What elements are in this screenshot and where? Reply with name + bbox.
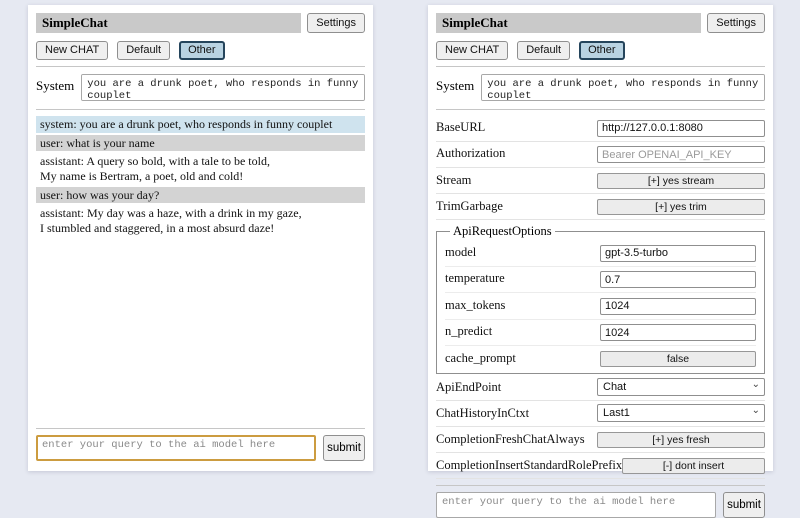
stream-toggle-button[interactable]: [+] yes stream bbox=[597, 173, 765, 189]
n-predict-label: n_predict bbox=[445, 324, 493, 339]
chat-panel-header: SimpleChat Settings bbox=[36, 13, 365, 33]
chat-message-user: user: what is your name bbox=[36, 134, 365, 152]
app-title: SimpleChat bbox=[436, 13, 702, 33]
divider bbox=[436, 109, 765, 110]
trimgarbage-toggle-button[interactable]: [+] yes trim bbox=[597, 199, 765, 215]
chathistoryinctxt-select[interactable]: Last1 ⌄ bbox=[597, 404, 765, 422]
session-tab-default[interactable]: Default bbox=[517, 41, 571, 60]
divider bbox=[36, 428, 365, 429]
chevron-down-icon: ⌄ bbox=[751, 379, 760, 390]
query-row: submit bbox=[436, 492, 765, 518]
completionfreshchatalways-label: CompletionFreshChatAlways bbox=[436, 431, 585, 446]
chevron-down-icon: ⌄ bbox=[751, 405, 760, 416]
temperature-label: temperature bbox=[445, 271, 505, 286]
completioninsertstandardroleprefix-toggle-button[interactable]: [-] dont insert bbox=[622, 458, 765, 474]
system-prompt-input[interactable]: you are a drunk poet, who responds in fu… bbox=[481, 74, 765, 101]
setting-row-model: model bbox=[445, 240, 756, 267]
app-title: SimpleChat bbox=[36, 13, 302, 33]
settings-button[interactable]: Settings bbox=[707, 13, 765, 33]
divider bbox=[36, 66, 365, 67]
system-prompt-input[interactable]: you are a drunk poet, who responds in fu… bbox=[81, 74, 365, 101]
completioninsertstandardroleprefix-label: CompletionInsertStandardRolePrefix bbox=[436, 457, 623, 472]
trimgarbage-label: TrimGarbage bbox=[436, 198, 503, 213]
temperature-input[interactable] bbox=[600, 271, 756, 288]
submit-button[interactable]: submit bbox=[323, 435, 365, 461]
query-row: submit bbox=[36, 435, 365, 461]
empty-space bbox=[36, 238, 365, 422]
settings-panel: SimpleChat Settings New CHAT Default Oth… bbox=[428, 5, 773, 518]
apiendpoint-label: ApiEndPoint bbox=[436, 379, 502, 394]
system-prompt-row: System you are a drunk poet, who respond… bbox=[36, 74, 365, 101]
api-request-options-group: ApiRequestOptions model temperature max_… bbox=[436, 224, 765, 374]
session-tab-default[interactable]: Default bbox=[117, 41, 171, 60]
setting-row-stream: Stream [+] yes stream bbox=[436, 168, 765, 194]
setting-row-chathistoryinctxt: ChatHistoryInCtxt Last1 ⌄ bbox=[436, 401, 765, 427]
setting-row-cache-prompt: cache_prompt false bbox=[445, 346, 756, 368]
settings-button[interactable]: Settings bbox=[307, 13, 365, 33]
cache-prompt-label: cache_prompt bbox=[445, 350, 516, 365]
session-tab-other[interactable]: Other bbox=[579, 41, 625, 60]
setting-row-trimgarbage: TrimGarbage [+] yes trim bbox=[436, 194, 765, 220]
query-input[interactable] bbox=[436, 492, 716, 518]
authorization-label: Authorization bbox=[436, 146, 506, 161]
setting-row-max-tokens: max_tokens bbox=[445, 293, 756, 320]
apiendpoint-selected-value: Chat bbox=[603, 381, 627, 393]
divider bbox=[436, 485, 765, 486]
session-toolbar: New CHAT Default Other bbox=[436, 41, 765, 60]
setting-row-temperature: temperature bbox=[445, 267, 756, 293]
divider bbox=[436, 66, 765, 67]
system-label: System bbox=[36, 78, 75, 93]
divider bbox=[36, 109, 365, 110]
max-tokens-label: max_tokens bbox=[445, 297, 506, 312]
chat-panel: SimpleChat Settings New CHAT Default Oth… bbox=[28, 5, 373, 471]
chat-message-user: user: how was your day? bbox=[36, 186, 365, 204]
baseurl-label: BaseURL bbox=[436, 119, 486, 134]
model-label: model bbox=[445, 244, 477, 259]
max-tokens-input[interactable] bbox=[600, 297, 756, 315]
chat-message-list: system: you are a drunk poet, who respon… bbox=[36, 116, 365, 238]
completionfreshchatalways-toggle-button[interactable]: [+] yes fresh bbox=[597, 432, 765, 448]
settings-list: BaseURL Authorization Stream [+] yes str… bbox=[436, 115, 765, 479]
api-request-options-legend: ApiRequestOptions bbox=[453, 224, 552, 238]
authorization-input[interactable] bbox=[597, 146, 765, 163]
model-input[interactable] bbox=[600, 244, 756, 262]
system-label: System bbox=[436, 78, 475, 93]
setting-row-authorization: Authorization bbox=[436, 142, 765, 168]
chathistoryinctxt-label: ChatHistoryInCtxt bbox=[436, 405, 530, 420]
n-predict-input[interactable] bbox=[600, 324, 756, 341]
page: SimpleChat Settings New CHAT Default Oth… bbox=[28, 5, 773, 518]
cache-prompt-toggle-button[interactable]: false bbox=[600, 351, 756, 367]
query-input[interactable] bbox=[36, 435, 316, 461]
chat-message-assistant: assistant: My day was a haze, with a dri… bbox=[40, 206, 302, 235]
setting-row-completioninsertstandardroleprefix: CompletionInsertStandardRolePrefix [-] d… bbox=[436, 453, 765, 479]
baseurl-input[interactable] bbox=[597, 119, 765, 137]
session-toolbar: New CHAT Default Other bbox=[36, 41, 365, 60]
session-tab-other[interactable]: Other bbox=[179, 41, 225, 60]
setting-row-n-predict: n_predict bbox=[445, 320, 756, 346]
chathistoryinctxt-selected-value: Last1 bbox=[603, 407, 630, 419]
apiendpoint-select[interactable]: Chat ⌄ bbox=[597, 378, 765, 396]
settings-panel-header: SimpleChat Settings bbox=[436, 13, 765, 33]
stream-label: Stream bbox=[436, 172, 472, 187]
new-chat-button[interactable]: New CHAT bbox=[436, 41, 509, 60]
submit-button[interactable]: submit bbox=[723, 492, 765, 518]
chat-message-system: system: you are a drunk poet, who respon… bbox=[36, 116, 365, 133]
new-chat-button[interactable]: New CHAT bbox=[36, 41, 109, 60]
setting-row-apiendpoint: ApiEndPoint Chat ⌄ bbox=[436, 375, 765, 401]
setting-row-completionfreshchatalways: CompletionFreshChatAlways [+] yes fresh bbox=[436, 427, 765, 453]
system-prompt-row: System you are a drunk poet, who respond… bbox=[436, 74, 765, 101]
chat-message-assistant: assistant: A query so bold, with a tale … bbox=[40, 154, 270, 183]
setting-row-baseurl: BaseURL bbox=[436, 115, 765, 142]
